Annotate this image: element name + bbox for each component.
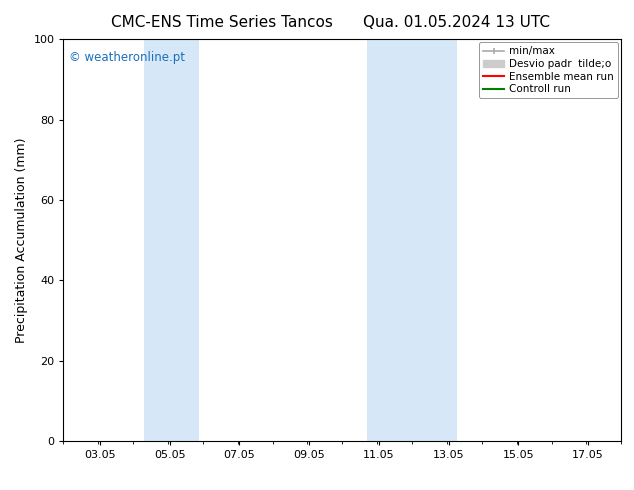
- Text: © weatheronline.pt: © weatheronline.pt: [69, 51, 185, 64]
- Bar: [143, 39, 200, 441]
- Text: Qua. 01.05.2024 13 UTC: Qua. 01.05.2024 13 UTC: [363, 15, 550, 30]
- Bar: [366, 39, 457, 441]
- Text: CMC-ENS Time Series Tancos: CMC-ENS Time Series Tancos: [111, 15, 333, 30]
- Legend: min/max, Desvio padr  tilde;o, Ensemble mean run, Controll run: min/max, Desvio padr tilde;o, Ensemble m…: [479, 42, 618, 98]
- Y-axis label: Precipitation Accumulation (mm): Precipitation Accumulation (mm): [15, 137, 28, 343]
